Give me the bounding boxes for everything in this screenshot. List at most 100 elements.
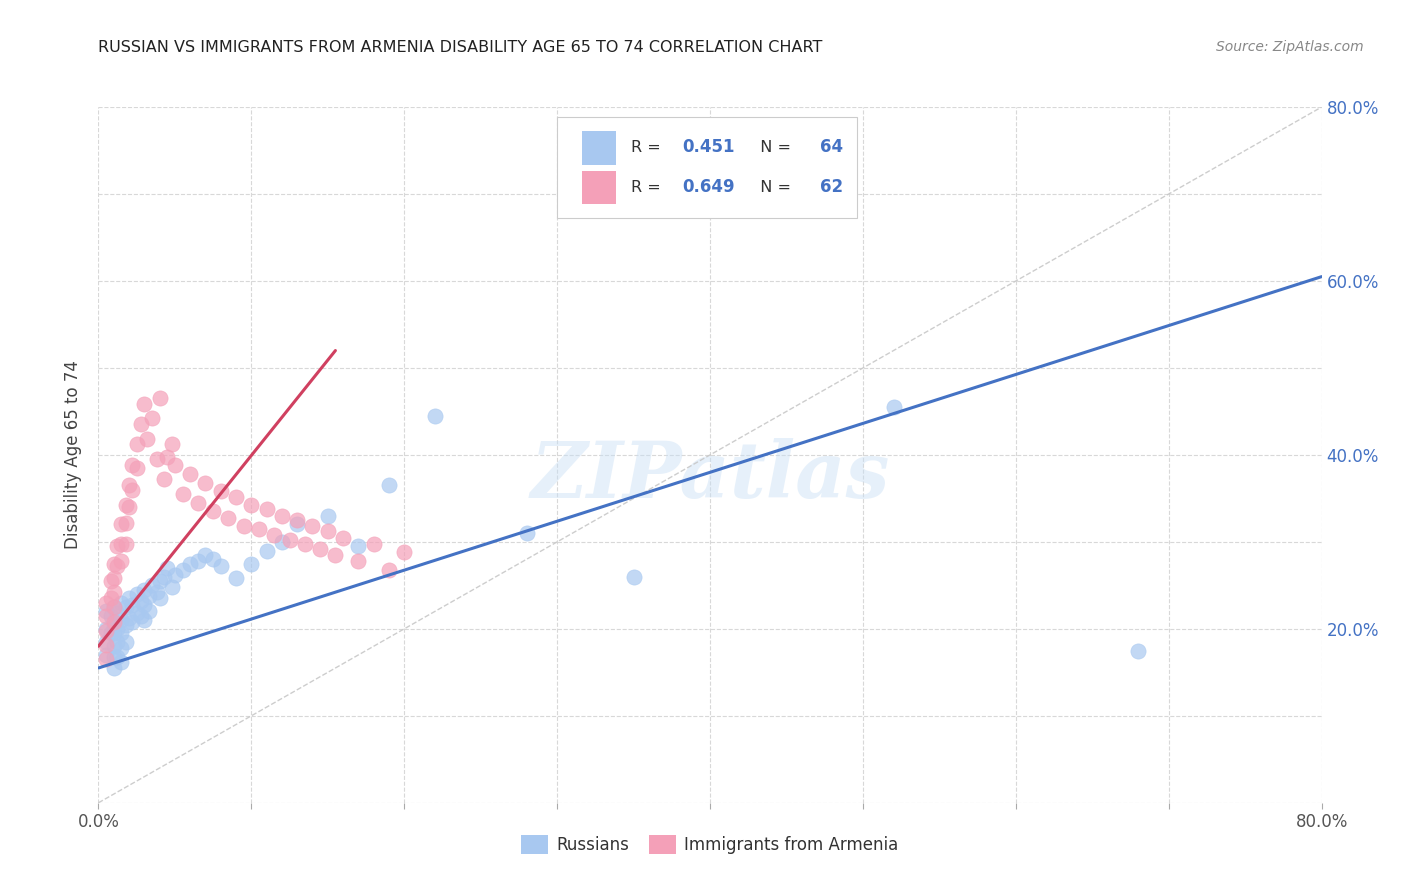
Point xyxy=(138,605,160,619)
Point xyxy=(110,554,132,568)
Point xyxy=(103,571,125,585)
Point xyxy=(115,499,138,513)
Point xyxy=(225,490,247,504)
Point xyxy=(110,536,132,550)
Point xyxy=(179,557,201,571)
Point xyxy=(134,613,156,627)
Point xyxy=(309,541,332,556)
Point xyxy=(392,545,416,559)
Point xyxy=(316,508,339,523)
Point xyxy=(270,534,292,549)
Point xyxy=(160,437,183,451)
Point xyxy=(347,554,370,568)
Point xyxy=(141,411,163,425)
Point xyxy=(103,626,125,640)
Point xyxy=(94,596,117,610)
Point xyxy=(325,548,347,562)
Point xyxy=(103,661,125,675)
Point xyxy=(301,519,323,533)
Point xyxy=(179,467,201,481)
Point xyxy=(134,598,156,612)
Point xyxy=(516,526,538,541)
Point xyxy=(94,648,117,662)
Point xyxy=(118,611,141,625)
Point xyxy=(115,635,138,649)
Text: R =: R = xyxy=(630,140,665,155)
Point xyxy=(94,622,117,636)
Point xyxy=(149,591,172,606)
Point xyxy=(883,400,905,414)
Point xyxy=(294,536,316,550)
Point xyxy=(110,613,132,627)
Point xyxy=(121,598,143,612)
Point xyxy=(105,622,128,636)
Point xyxy=(129,608,152,623)
Point xyxy=(94,605,117,619)
Point xyxy=(105,559,128,574)
Point xyxy=(100,591,122,606)
Point xyxy=(172,563,194,577)
Point xyxy=(105,635,128,649)
Point xyxy=(115,516,138,530)
Point xyxy=(94,652,117,666)
Point xyxy=(121,483,143,497)
Point xyxy=(347,539,370,553)
Text: 64: 64 xyxy=(820,138,844,156)
Point xyxy=(363,536,385,550)
Point xyxy=(94,608,117,623)
Point xyxy=(270,508,292,523)
FancyBboxPatch shape xyxy=(557,118,856,219)
Point xyxy=(160,580,183,594)
Point xyxy=(194,475,217,490)
Point xyxy=(217,510,239,524)
Point xyxy=(172,487,194,501)
Point xyxy=(103,557,125,571)
Point xyxy=(121,615,143,629)
Point xyxy=(209,559,232,574)
Bar xyxy=(582,171,616,204)
Point xyxy=(285,513,308,527)
Point xyxy=(278,533,301,548)
Point xyxy=(136,432,159,446)
Point xyxy=(134,582,156,597)
Point xyxy=(145,452,167,467)
Point xyxy=(163,458,186,473)
Text: R =: R = xyxy=(630,179,665,194)
Point xyxy=(110,655,132,669)
Text: N =: N = xyxy=(751,179,797,194)
Point xyxy=(378,563,401,577)
Point xyxy=(194,548,217,562)
Point xyxy=(94,624,117,638)
Point xyxy=(149,392,172,406)
Point xyxy=(1128,643,1150,657)
Bar xyxy=(582,131,616,165)
Point xyxy=(110,596,132,610)
Point xyxy=(623,570,645,584)
Point xyxy=(163,568,186,582)
Point xyxy=(103,639,125,653)
Point xyxy=(225,571,247,585)
Point xyxy=(141,578,163,592)
Point xyxy=(115,600,138,615)
Text: ZIPatlas: ZIPatlas xyxy=(530,438,890,514)
Point xyxy=(105,649,128,664)
Point xyxy=(202,504,225,518)
Legend: Russians, Immigrants from Armenia: Russians, Immigrants from Armenia xyxy=(515,828,905,861)
Point xyxy=(103,600,125,615)
Point xyxy=(263,528,285,542)
Point xyxy=(103,649,125,664)
Point xyxy=(125,587,148,601)
Point xyxy=(247,522,270,536)
Text: 0.649: 0.649 xyxy=(682,178,734,196)
Text: 0.451: 0.451 xyxy=(682,138,734,156)
Text: RUSSIAN VS IMMIGRANTS FROM ARMENIA DISABILITY AGE 65 TO 74 CORRELATION CHART: RUSSIAN VS IMMIGRANTS FROM ARMENIA DISAB… xyxy=(98,40,823,55)
Point xyxy=(118,478,141,492)
Point xyxy=(129,594,152,608)
Point xyxy=(125,437,148,451)
Point xyxy=(115,536,138,550)
Point xyxy=(156,561,179,575)
Point xyxy=(240,499,263,513)
Point xyxy=(103,585,125,599)
Point xyxy=(187,554,209,568)
Point xyxy=(115,617,138,632)
